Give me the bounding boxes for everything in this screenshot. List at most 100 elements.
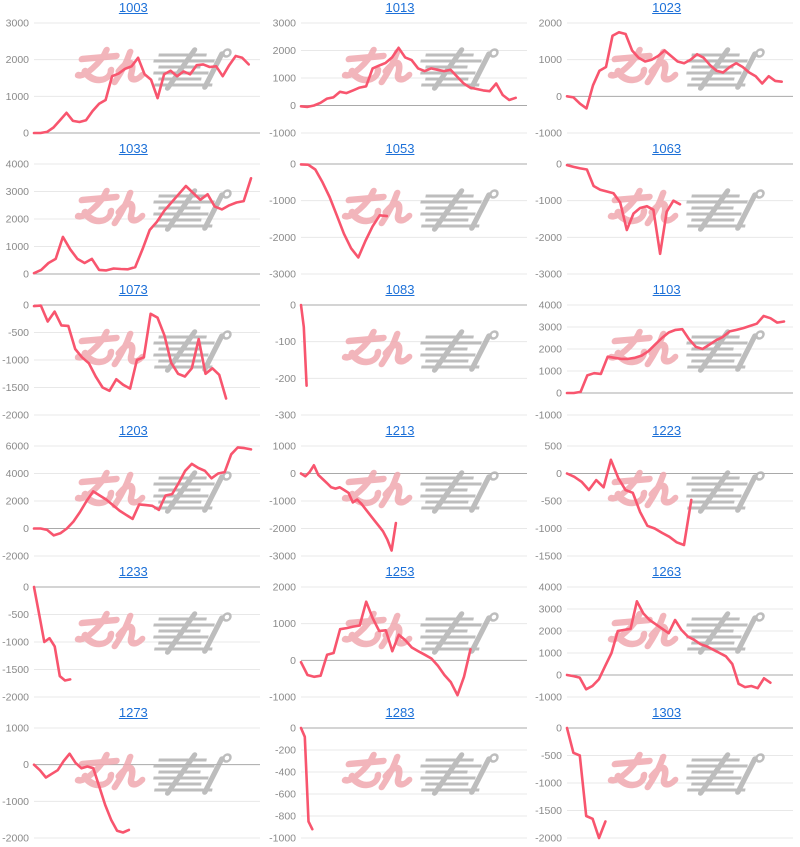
- y-axis-tick-label: -2000: [2, 410, 29, 422]
- y-axis-tick-label: -2000: [269, 232, 296, 244]
- y-axis-tick-label: 1000: [272, 73, 296, 85]
- chart-cell: 1253 -1000 0 1000 2000: [267, 564, 534, 705]
- chart-title-link[interactable]: 1033: [118, 141, 148, 156]
- y-axis-tick-label: -1000: [269, 195, 296, 207]
- y-axis-tick-label: -500: [8, 609, 29, 621]
- y-axis-tick-label: 0: [290, 468, 296, 480]
- y-axis-tick-label: 3000: [6, 18, 30, 30]
- y-axis-tick-label: 1000: [539, 648, 563, 660]
- minrepo-watermark-icon: [341, 469, 499, 514]
- y-axis-tick-label: -1000: [535, 195, 562, 207]
- chart-cell: 1233 -2000 -1500 -1000 -500 0: [0, 564, 267, 705]
- y-axis-tick-label: -1000: [2, 796, 29, 808]
- y-axis-tick-label: 0: [290, 723, 296, 735]
- minrepo-watermark-icon: [341, 751, 499, 796]
- y-axis-tick-label: 2000: [539, 626, 563, 638]
- y-axis-tick-label: -800: [275, 811, 296, 823]
- y-axis-tick-label: 2000: [272, 45, 296, 57]
- chart-cell: 1003 0 1000 2000 3000: [0, 0, 267, 141]
- chart-title-link[interactable]: 1203: [118, 423, 148, 438]
- chart-title-link[interactable]: 1273: [118, 705, 148, 720]
- y-axis-tick-label: 1000: [272, 441, 296, 453]
- y-axis-tick-label: -200: [275, 745, 296, 757]
- y-axis-tick-label: 1000: [272, 618, 296, 630]
- y-axis-tick-label: -1500: [535, 551, 562, 563]
- profit-series-line: [32, 446, 253, 537]
- profit-line-chart: 0 1000 2000 3000 4000: [6, 159, 260, 281]
- y-axis-tick-label: 0: [290, 300, 296, 312]
- y-axis-tick-label: 1000: [6, 241, 30, 253]
- y-axis-tick-label: 4000: [539, 300, 563, 312]
- y-axis-tick-label: 0: [23, 300, 29, 312]
- profit-series-line: [566, 599, 773, 691]
- profit-line-chart: 0 1000 2000 3000: [6, 18, 260, 140]
- minrepo-watermark-icon: [74, 469, 232, 514]
- y-axis-tick-label: -600: [275, 789, 296, 801]
- y-axis-tick-label: 500: [545, 441, 563, 453]
- y-axis-tick-label: 0: [23, 128, 29, 140]
- minrepo-watermark-icon: [608, 751, 766, 796]
- minrepo-watermark-icon: [74, 328, 232, 373]
- y-axis-tick-label: -1000: [535, 778, 562, 790]
- y-axis-tick-label: 2000: [6, 54, 30, 66]
- y-axis-tick-label: 2000: [272, 582, 296, 594]
- y-axis-tick-label: 4000: [6, 468, 30, 480]
- profit-line-chart: -3000 -2000 -1000 0 1000: [269, 441, 527, 563]
- y-axis-tick-label: 1000: [539, 366, 563, 378]
- chart-title-link[interactable]: 1023: [652, 0, 682, 15]
- y-axis-tick-label: 0: [290, 100, 296, 112]
- y-axis-tick-label: 3000: [272, 18, 296, 30]
- y-axis-tick-label: -2000: [535, 232, 562, 244]
- profit-line-chart: -1000 0 1000 2000 3000: [269, 18, 527, 140]
- profit-series-line: [299, 600, 472, 697]
- profit-series-line: [299, 46, 517, 109]
- y-axis-tick-label: 0: [290, 655, 296, 667]
- chart-cell: 1303 -2000 -1500 -1000 -500 0: [533, 705, 800, 846]
- chart-title-link[interactable]: 1263: [652, 564, 682, 579]
- chart-cell: 1203 -2000 0 2000 4000 6000: [0, 423, 267, 564]
- chart-title-link[interactable]: 1073: [118, 282, 148, 297]
- y-axis-tick-label: -1000: [2, 355, 29, 367]
- y-axis-tick-label: 0: [23, 523, 29, 535]
- chart-title-link[interactable]: 1053: [385, 141, 415, 156]
- chart-title-link[interactable]: 1003: [118, 0, 148, 15]
- chart-title-link[interactable]: 1303: [652, 705, 682, 720]
- chart-cell: 1083 -300 -200 -100 0: [267, 282, 534, 423]
- minrepo-watermark-icon: [608, 187, 766, 232]
- y-axis-tick-label: -1500: [2, 382, 29, 394]
- profit-series-line: [566, 163, 682, 256]
- chart-cell: 1013 -1000 0 1000 2000 3000: [267, 0, 534, 141]
- y-axis-tick-label: -3000: [535, 269, 562, 281]
- profit-series-line: [566, 30, 784, 110]
- y-axis-tick-label: -2000: [269, 523, 296, 535]
- chart-title-link[interactable]: 1253: [385, 564, 415, 579]
- profit-series-line: [299, 463, 397, 552]
- chart-title-link[interactable]: 1233: [118, 564, 148, 579]
- chart-title-link[interactable]: 1213: [385, 423, 415, 438]
- profit-line-chart: -2000 -1500 -1000 -500 0: [535, 723, 794, 845]
- chart-title-link[interactable]: 1103: [652, 282, 681, 297]
- chart-cell: 1053 -3000 -2000 -1000 0: [267, 141, 534, 282]
- y-axis-tick-label: -1000: [535, 128, 562, 140]
- chart-title-link[interactable]: 1223: [652, 423, 682, 438]
- y-axis-tick-label: -400: [275, 767, 296, 779]
- profit-series-line: [299, 726, 314, 831]
- chart-title-link[interactable]: 1283: [385, 705, 415, 720]
- chart-cell: 1223 -1500 -1000 -500 0 500: [533, 423, 800, 564]
- profit-series-line: [32, 752, 131, 834]
- profit-line-chart: -1000 0 1000 2000: [535, 18, 794, 140]
- y-axis-tick-label: -300: [275, 410, 296, 422]
- chart-cell: 1213 -3000 -2000 -1000 0 1000: [267, 423, 534, 564]
- chart-title-link[interactable]: 1063: [652, 141, 682, 156]
- chart-title-link[interactable]: 1083: [385, 282, 415, 297]
- chart-title-link[interactable]: 1013: [385, 0, 415, 15]
- profit-line-chart: -3000 -2000 -1000 0: [535, 159, 794, 281]
- profit-line-chart: -3000 -2000 -1000 0: [269, 159, 527, 281]
- chart-cell: 1023 -1000 0 1000 2000: [533, 0, 800, 141]
- y-axis-tick-label: -500: [541, 750, 562, 762]
- profit-line-chart: -2000 -1000 0 1000: [2, 723, 260, 845]
- profit-line-chart: -1000 0 1000 2000: [269, 582, 527, 704]
- y-axis-tick-label: -2000: [2, 692, 29, 704]
- profit-line-chart: -1000 -800 -600 -400 -200 0: [269, 723, 527, 845]
